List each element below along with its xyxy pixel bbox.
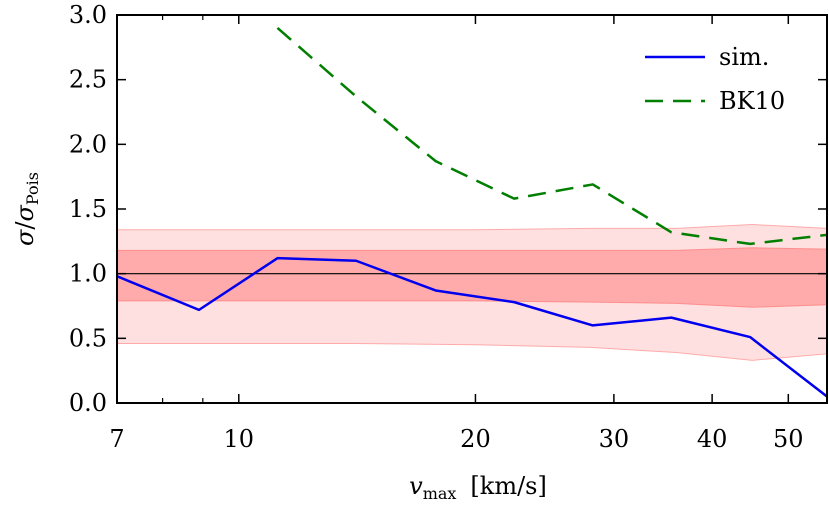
y-tick-label-1.5: 1.5 <box>69 195 107 223</box>
y-tick-label-2.5: 2.5 <box>69 66 107 94</box>
y-tick-label-2.0: 2.0 <box>69 130 107 158</box>
y-tick-label-1.0: 1.0 <box>69 260 107 288</box>
x-axis-unit: [km/s] <box>470 472 546 500</box>
y-tick-label-0.5: 0.5 <box>69 324 107 352</box>
y-axis-slash: / <box>11 221 39 230</box>
x-tick-label-30: 30 <box>599 425 630 453</box>
series-line-1 <box>276 26 828 246</box>
y-axis-den-sub: Pois <box>23 172 42 205</box>
y-axis-num: σ <box>11 229 39 246</box>
y-ticks: 0.0 0.5 1.0 1.5 2.0 2.5 3.0 <box>69 1 827 417</box>
x-axis-sub: max <box>423 484 457 503</box>
y-tick-label-0.0: 0.0 <box>69 389 107 417</box>
x-tick-label-7: 7 <box>109 425 124 453</box>
x-tick-label-10: 10 <box>224 425 255 453</box>
x-tick-label-50: 50 <box>773 425 804 453</box>
x-axis-var: v <box>409 472 423 500</box>
legend-label-bk10: BK10 <box>719 87 785 115</box>
series-lines <box>116 26 828 398</box>
x-tick-label-40: 40 <box>697 425 728 453</box>
band-inner <box>116 247 828 308</box>
series-line-0 <box>116 256 828 398</box>
legend-label-sim: sim. <box>719 43 769 71</box>
x-tick-label-20: 20 <box>460 425 491 453</box>
x-axis-label: vmax [km/s] <box>409 472 547 503</box>
y-axis-label: σ/σPois <box>11 172 42 246</box>
legend: sim. BK10 <box>645 43 785 115</box>
x-ticks: 7 10 20 30 40 50 <box>109 15 804 453</box>
y-tick-label-3.0: 3.0 <box>69 1 107 29</box>
y-axis-den: σ <box>11 204 39 221</box>
